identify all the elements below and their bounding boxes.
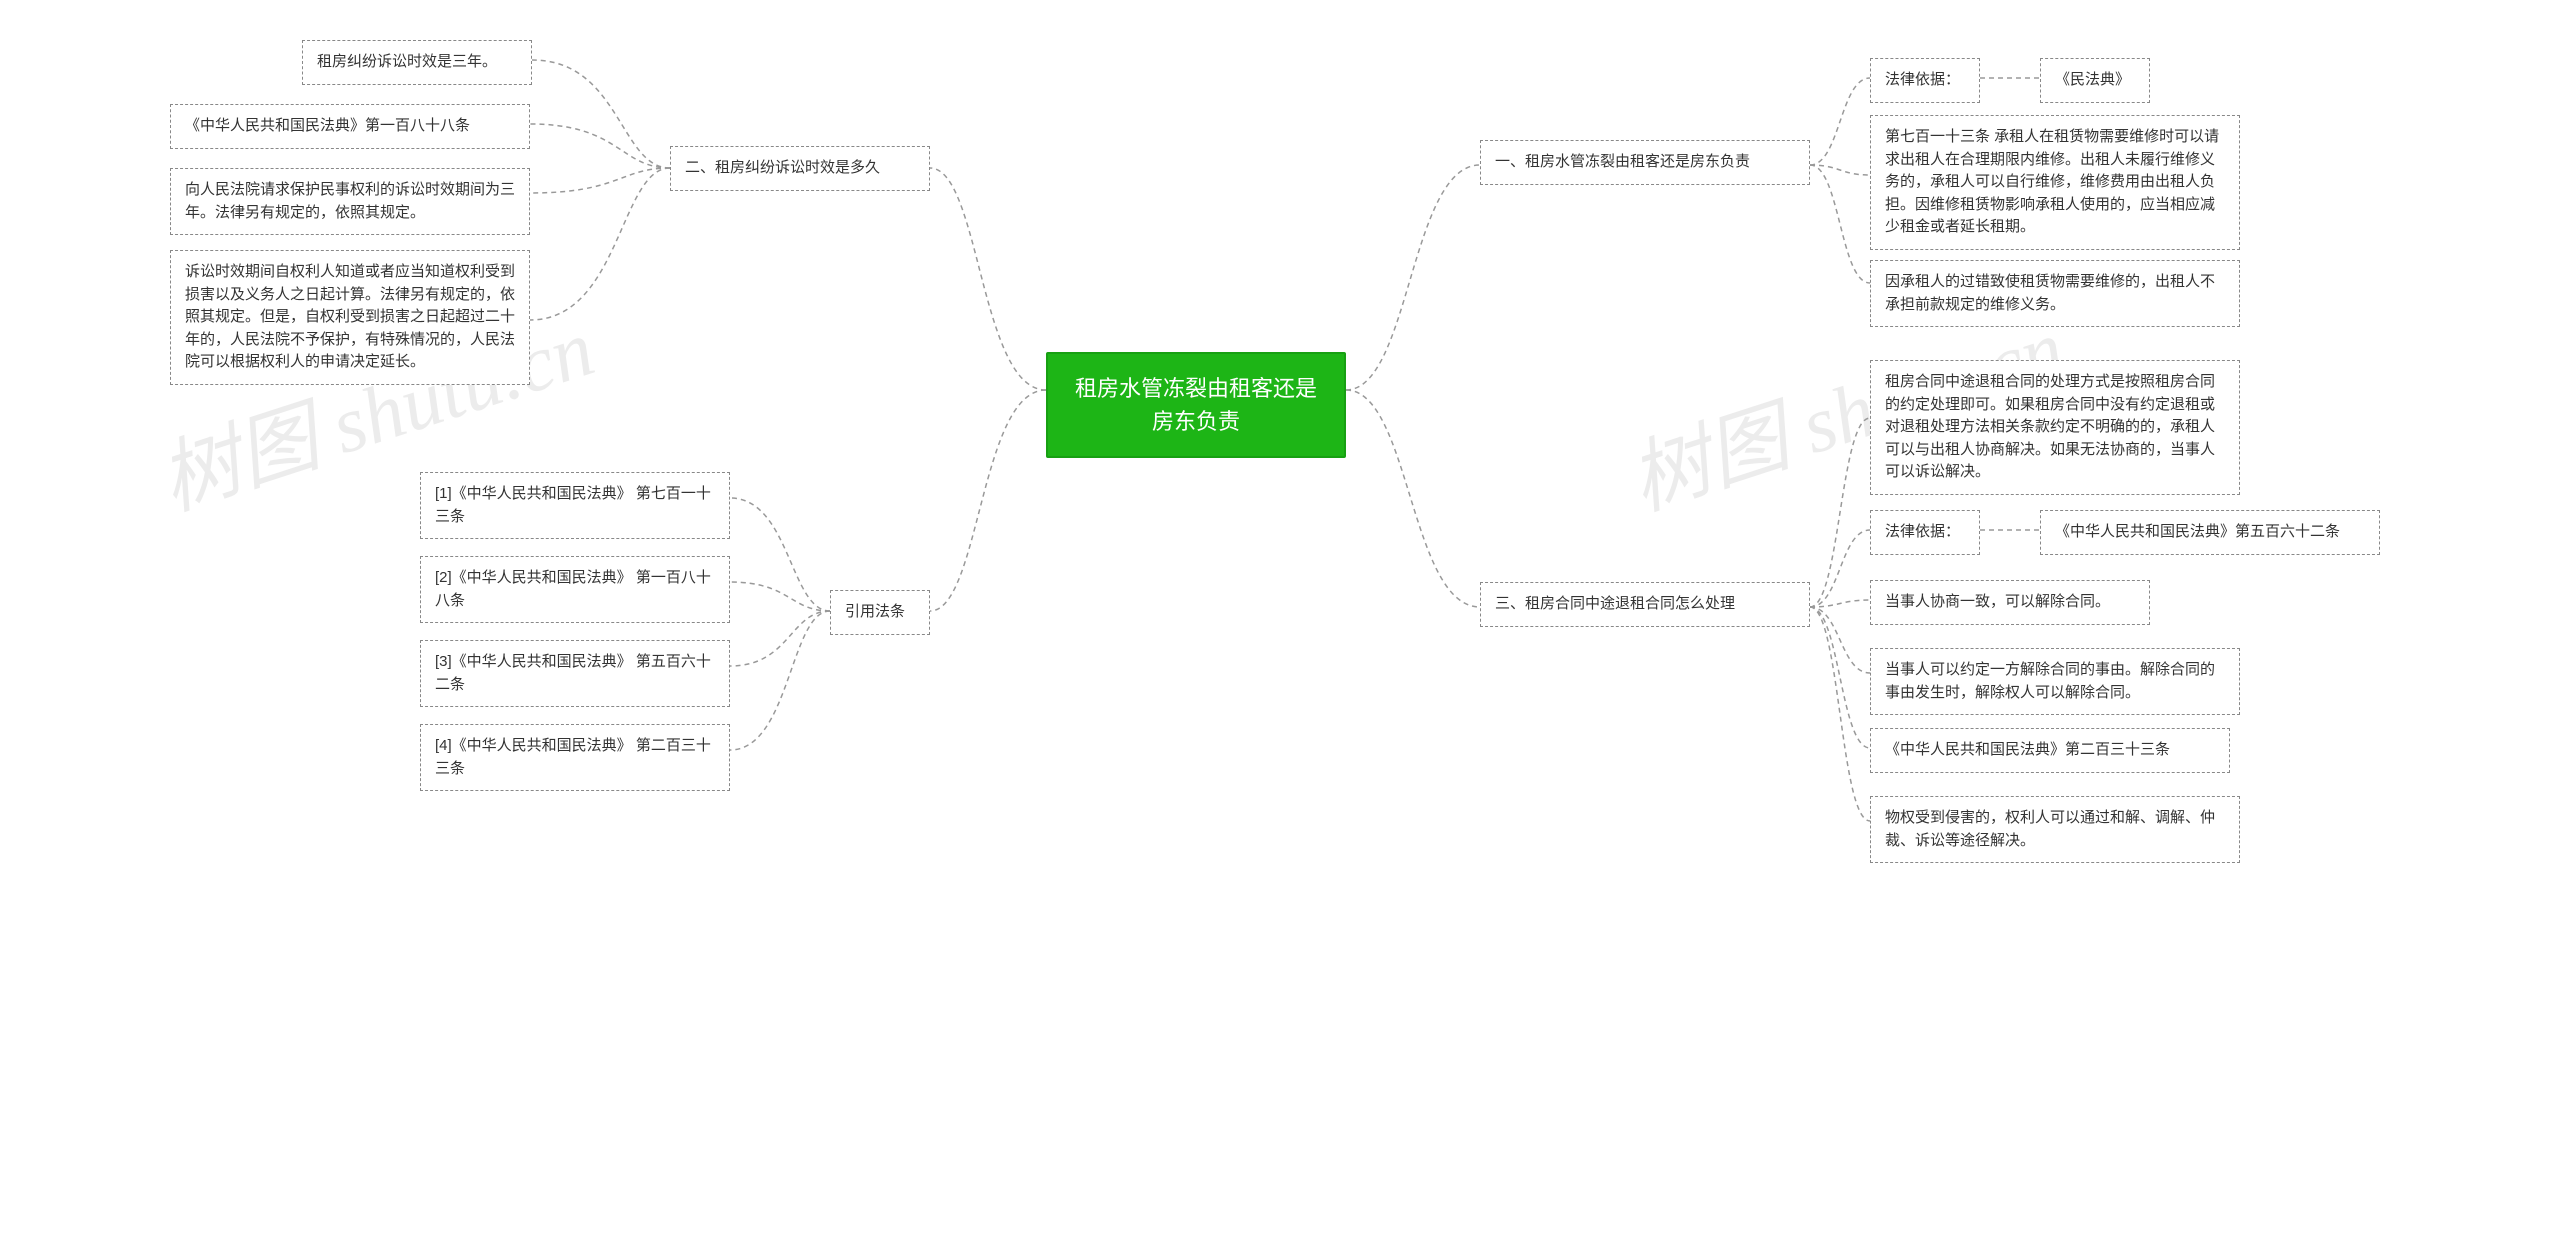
branch-3-child-3: 当事人可以约定一方解除合同的事由。解除合同的事由发生时，解除权人可以解除合同。	[1870, 648, 2240, 715]
branch-3-child-4: 《中华人民共和国民法典》第二百三十三条	[1870, 728, 2230, 773]
branch-1: 一、租房水管冻裂由租客还是房东负责	[1480, 140, 1810, 185]
branch-4: 引用法条	[830, 590, 930, 635]
branch-2-child-2: 向人民法院请求保护民事权利的诉讼时效期间为三年。法律另有规定的，依照其规定。	[170, 168, 530, 235]
branch-2-child-3: 诉讼时效期间自权利人知道或者应当知道权利受到损害以及义务人之日起计算。法律另有规…	[170, 250, 530, 385]
branch-2-child-0: 租房纠纷诉讼时效是三年。	[302, 40, 532, 85]
branch-1-child-1: 第七百一十三条 承租人在租赁物需要维修时可以请求出租人在合理期限内维修。出租人未…	[1870, 115, 2240, 250]
branch-2-child-1: 《中华人民共和国民法典》第一百八十八条	[170, 104, 530, 149]
branch-3-child-2: 当事人协商一致，可以解除合同。	[1870, 580, 2150, 625]
center-node: 租房水管冻裂由租客还是房东负责	[1046, 352, 1346, 458]
branch-1-child-0: 法律依据：	[1870, 58, 1980, 103]
branch-4-child-2: [3]《中华人民共和国民法典》 第五百六十二条	[420, 640, 730, 707]
branch-1-child-0-sub: 《民法典》	[2040, 58, 2150, 103]
branch-4-child-1: [2]《中华人民共和国民法典》 第一百八十八条	[420, 556, 730, 623]
branch-1-child-2: 因承租人的过错致使租赁物需要维修的，出租人不承担前款规定的维修义务。	[1870, 260, 2240, 327]
branch-2: 二、租房纠纷诉讼时效是多久	[670, 146, 930, 191]
mindmap-canvas: 树图 shutu.cn 树图 shutu.cn	[0, 0, 2560, 1235]
branch-3-child-1-sub: 《中华人民共和国民法典》第五百六十二条	[2040, 510, 2380, 555]
branch-3-child-1: 法律依据：	[1870, 510, 1980, 555]
branch-3-child-0: 租房合同中途退租合同的处理方式是按照租房合同的约定处理即可。如果租房合同中没有约…	[1870, 360, 2240, 495]
branch-4-child-3: [4]《中华人民共和国民法典》 第二百三十三条	[420, 724, 730, 791]
branch-3: 三、租房合同中途退租合同怎么处理	[1480, 582, 1810, 627]
branch-3-child-5: 物权受到侵害的，权利人可以通过和解、调解、仲裁、诉讼等途径解决。	[1870, 796, 2240, 863]
branch-4-child-0: [1]《中华人民共和国民法典》 第七百一十三条	[420, 472, 730, 539]
